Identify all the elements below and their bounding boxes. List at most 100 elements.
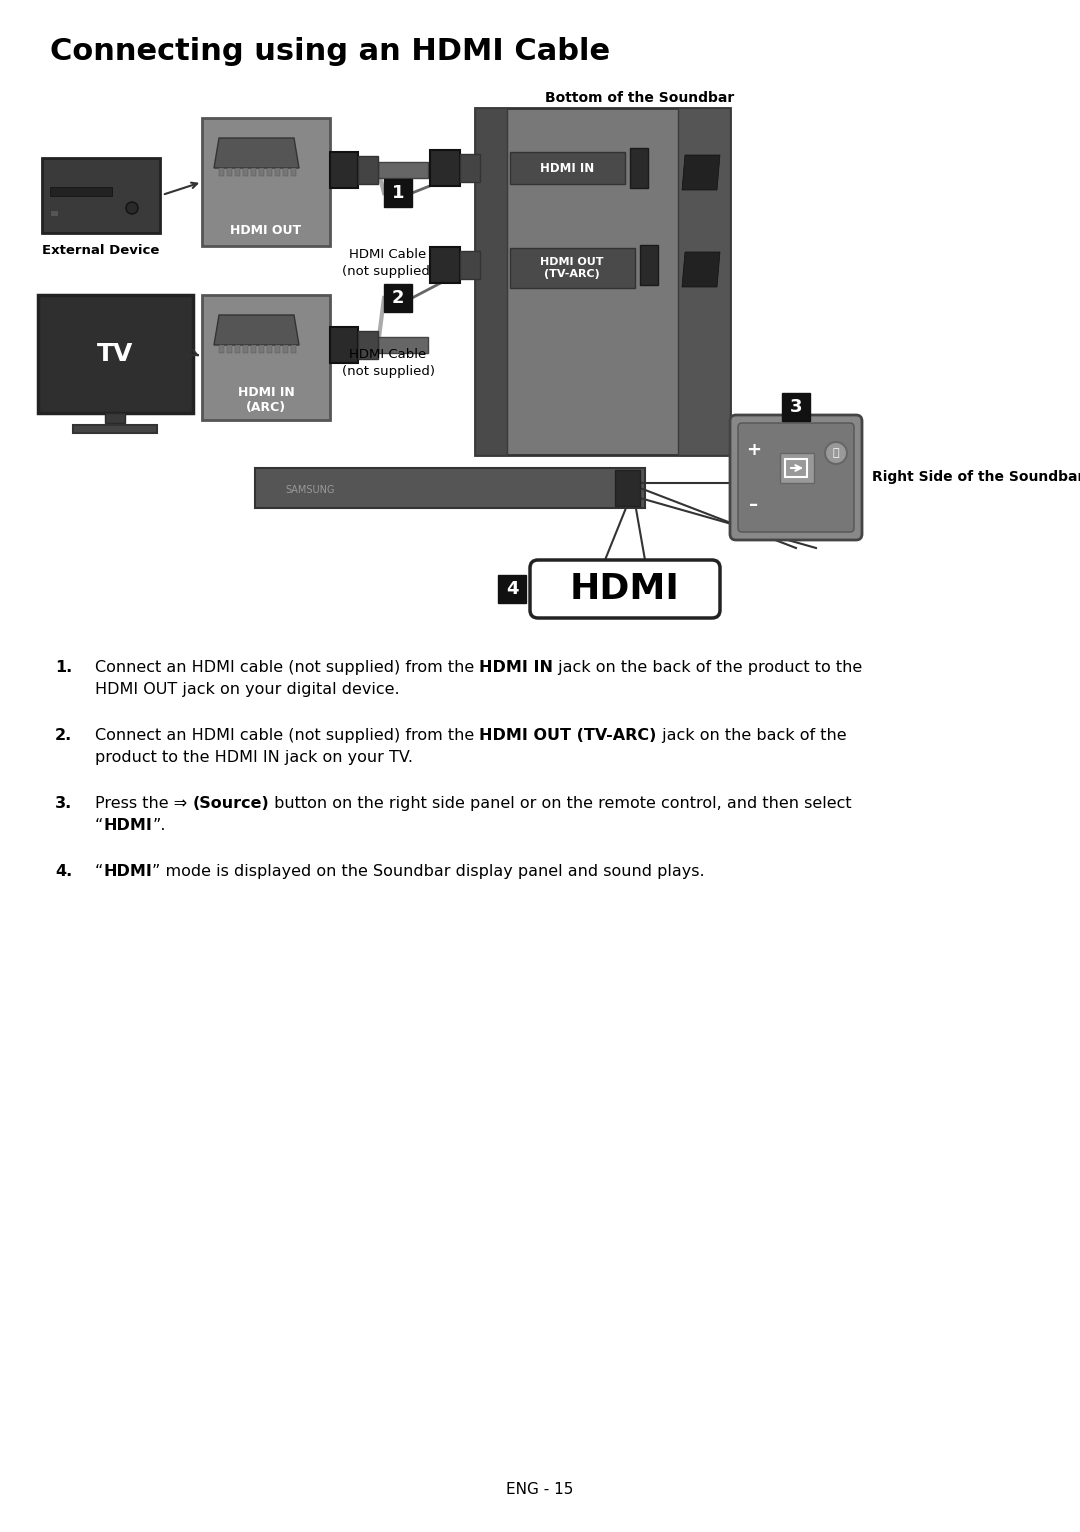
Bar: [678, 107, 730, 455]
Polygon shape: [681, 155, 720, 190]
Bar: [475, 107, 507, 455]
Bar: [782, 394, 810, 421]
Text: 2: 2: [392, 290, 404, 306]
Bar: [460, 155, 480, 182]
Text: jack on the back of the product to the: jack on the back of the product to the: [553, 660, 863, 676]
Text: 3.: 3.: [55, 797, 72, 810]
Text: HDMI OUT jack on your digital device.: HDMI OUT jack on your digital device.: [95, 682, 400, 697]
Text: button on the right side panel or on the remote control, and then select: button on the right side panel or on the…: [269, 797, 852, 810]
Bar: [498, 574, 526, 604]
Text: Connect an HDMI cable (not supplied) from the: Connect an HDMI cable (not supplied) fro…: [95, 660, 480, 676]
Text: ENG - 15: ENG - 15: [507, 1483, 573, 1497]
Bar: [291, 345, 296, 352]
Bar: [384, 283, 411, 313]
Text: 4: 4: [505, 581, 518, 597]
Bar: [384, 179, 411, 207]
Bar: [105, 414, 125, 423]
Bar: [275, 169, 280, 176]
Bar: [259, 345, 264, 352]
Bar: [251, 345, 256, 352]
Bar: [243, 345, 248, 352]
Bar: [330, 152, 357, 188]
Bar: [259, 169, 264, 176]
Bar: [73, 424, 157, 434]
Text: Press the ⇒: Press the ⇒: [95, 797, 192, 810]
Text: 3: 3: [789, 398, 802, 417]
Bar: [430, 247, 460, 283]
Text: HDMI IN
(ARC): HDMI IN (ARC): [238, 386, 295, 415]
Bar: [251, 169, 256, 176]
Text: External Device: External Device: [42, 245, 160, 257]
Text: ”.: ”.: [152, 818, 165, 833]
Bar: [202, 296, 330, 420]
Bar: [50, 187, 112, 196]
Text: 1.: 1.: [55, 660, 72, 676]
Bar: [267, 169, 272, 176]
Bar: [330, 326, 357, 363]
Text: +: +: [746, 441, 761, 460]
Text: 4.: 4.: [55, 864, 72, 879]
Bar: [378, 337, 428, 352]
Bar: [510, 248, 635, 288]
Bar: [219, 169, 224, 176]
Bar: [475, 107, 730, 455]
Bar: [202, 118, 330, 247]
Text: “: “: [95, 818, 104, 833]
Text: HDMI: HDMI: [570, 571, 680, 607]
Bar: [640, 245, 658, 285]
Text: HDMI OUT: HDMI OUT: [230, 224, 301, 236]
Circle shape: [825, 443, 847, 464]
Text: HDMI Cable
(not supplied): HDMI Cable (not supplied): [341, 248, 434, 277]
Bar: [275, 345, 280, 352]
Text: 2.: 2.: [55, 728, 72, 743]
Text: Bottom of the Soundbar: Bottom of the Soundbar: [545, 90, 734, 106]
Text: HDMI: HDMI: [104, 864, 152, 879]
Text: HDMI OUT (TV-ARC): HDMI OUT (TV-ARC): [480, 728, 657, 743]
Bar: [378, 162, 428, 178]
Bar: [460, 251, 480, 279]
Text: HDMI IN: HDMI IN: [480, 660, 553, 676]
Bar: [38, 296, 193, 414]
Text: 1: 1: [392, 184, 404, 202]
Text: Right Side of the Soundbar: Right Side of the Soundbar: [872, 470, 1080, 484]
Text: HDMI: HDMI: [104, 818, 152, 833]
Bar: [42, 158, 160, 233]
Text: HDMI IN: HDMI IN: [540, 161, 594, 175]
Bar: [430, 150, 460, 185]
Polygon shape: [681, 251, 720, 286]
Bar: [243, 169, 248, 176]
Text: ” mode is displayed on the Soundbar display panel and sound plays.: ” mode is displayed on the Soundbar disp…: [152, 864, 705, 879]
Text: HDMI Cable
(not supplied): HDMI Cable (not supplied): [341, 348, 434, 378]
Bar: [219, 345, 224, 352]
Text: SAMSUNG: SAMSUNG: [285, 486, 335, 495]
Bar: [227, 345, 232, 352]
Bar: [255, 467, 645, 509]
Text: ⏻: ⏻: [833, 447, 839, 458]
FancyBboxPatch shape: [730, 415, 862, 539]
Bar: [267, 345, 272, 352]
Text: “: “: [95, 864, 104, 879]
Bar: [357, 156, 378, 184]
Bar: [227, 169, 232, 176]
Bar: [235, 169, 240, 176]
Bar: [510, 152, 625, 184]
Text: –: –: [750, 496, 758, 515]
Bar: [235, 345, 240, 352]
Bar: [357, 331, 378, 358]
Bar: [780, 453, 814, 483]
Bar: [283, 345, 288, 352]
Bar: [630, 149, 648, 188]
Bar: [283, 169, 288, 176]
Text: Connect an HDMI cable (not supplied) from the: Connect an HDMI cable (not supplied) fro…: [95, 728, 480, 743]
Polygon shape: [214, 138, 299, 169]
Text: TV: TV: [97, 342, 133, 366]
FancyBboxPatch shape: [738, 423, 854, 532]
Text: product to the HDMI IN jack on your TV.: product to the HDMI IN jack on your TV.: [95, 751, 413, 764]
Polygon shape: [214, 316, 299, 345]
Bar: [615, 470, 640, 506]
Bar: [291, 169, 296, 176]
FancyBboxPatch shape: [530, 561, 720, 617]
Text: Connecting using an HDMI Cable: Connecting using an HDMI Cable: [50, 37, 610, 66]
Bar: [50, 210, 58, 216]
Text: HDMI OUT
(TV-ARC): HDMI OUT (TV-ARC): [540, 257, 604, 279]
